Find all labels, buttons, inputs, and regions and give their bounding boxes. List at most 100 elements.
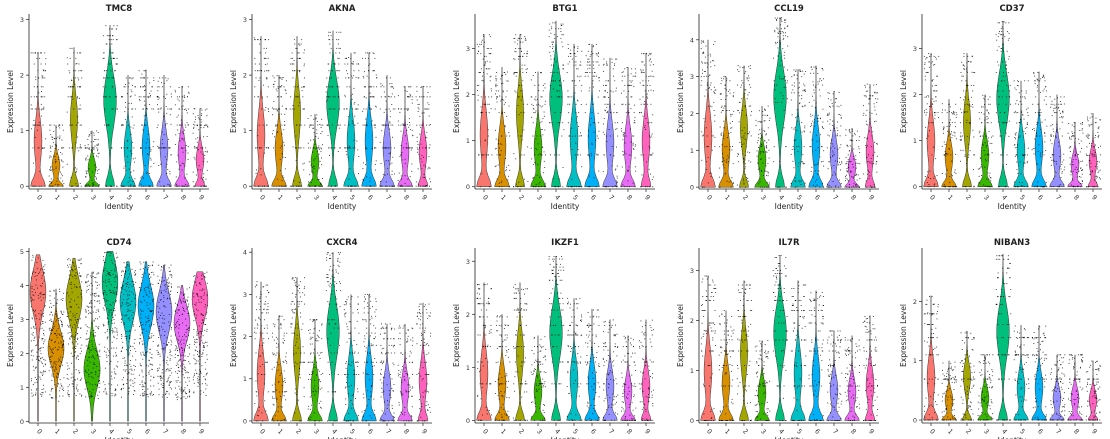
jitter-point [986, 109, 988, 111]
jitter-point [1050, 186, 1052, 188]
jitter-point [1023, 162, 1025, 164]
jitter-point [35, 309, 36, 311]
jitter-point [750, 86, 752, 88]
jitter-point [320, 183, 322, 185]
jitter-points-1 [941, 103, 958, 188]
jitter-point [187, 86, 189, 88]
jitter-point [538, 103, 540, 105]
jitter-point [1054, 175, 1056, 177]
jitter-point [418, 103, 420, 105]
x-axis-title: Identity [105, 202, 134, 211]
jitter-point [31, 291, 33, 293]
jitter-point [706, 161, 707, 163]
jitter-point [61, 139, 63, 141]
jitter-point [823, 186, 825, 188]
jitter-point [200, 151, 202, 153]
jitter-point [368, 86, 370, 88]
jitter-point [405, 185, 407, 187]
x-axis-title: Identity [775, 202, 804, 211]
jitter-point [632, 182, 634, 184]
jitter-point [409, 129, 411, 131]
jitter-point [573, 47, 575, 49]
jitter-point [944, 151, 946, 153]
jitter-point [79, 86, 80, 88]
jitter-point [520, 55, 521, 57]
jitter-point [282, 175, 284, 177]
jitter-point [1099, 119, 1101, 121]
jitter-point [537, 98, 538, 100]
jitter-point [276, 75, 278, 77]
jitter-point [97, 173, 99, 174]
jitter-point [933, 177, 935, 179]
jitter-point [987, 153, 989, 155]
jitter-point [140, 177, 142, 179]
jitter-point [503, 99, 505, 101]
jitter-point [948, 103, 950, 105]
jitter-point [873, 103, 875, 105]
jitter-point [1037, 72, 1039, 73]
jitter-point [55, 321, 57, 323]
jitter-point [97, 152, 99, 154]
jitter-point [923, 68, 925, 70]
jitter-point [1055, 161, 1057, 162]
jitter-point [821, 146, 823, 148]
jitter-point [353, 103, 355, 105]
x-tick-label: 5 [348, 193, 357, 202]
jitter-point [316, 155, 318, 157]
jitter-point [39, 271, 41, 273]
jitter-point [1044, 133, 1046, 134]
jitter-point [1075, 148, 1076, 150]
jitter-point [974, 154, 976, 156]
jitter-point [1094, 179, 1095, 181]
jitter-point [758, 133, 760, 135]
jitter-points-8 [397, 86, 414, 187]
jitter-point [1035, 112, 1036, 114]
jitter-point [720, 111, 722, 113]
jitter-point [43, 69, 45, 71]
jitter-point [336, 70, 338, 72]
jitter-point [596, 154, 598, 156]
jitter-point [845, 163, 847, 165]
jitter-point [792, 146, 794, 148]
jitter-point [320, 151, 322, 153]
jitter-point [33, 162, 34, 164]
jitter-point [599, 90, 600, 92]
jitter-point [284, 124, 285, 126]
jitter-point [809, 126, 811, 127]
violin-9 [640, 53, 652, 187]
jitter-point [79, 52, 81, 54]
jitter-point [178, 168, 180, 170]
jitter-point [1040, 186, 1042, 188]
jitter-point [204, 124, 206, 126]
jitter-point [506, 90, 508, 92]
jitter-point [174, 144, 176, 145]
jitter-point [760, 121, 762, 123]
jitter-point [984, 185, 986, 187]
jitter-point [370, 96, 372, 98]
jitter-point [292, 70, 294, 72]
jitter-point [293, 108, 295, 110]
jitter-point [420, 158, 422, 160]
jitter-point [969, 123, 971, 125]
jitter-point [75, 57, 77, 59]
jitter-point [551, 122, 553, 124]
jitter-point [182, 137, 184, 139]
jitter-point [483, 35, 485, 37]
jitter-point [284, 157, 286, 158]
jitter-point [1014, 133, 1016, 135]
jitter-point [41, 327, 43, 329]
jitter-point [984, 99, 986, 100]
jitter-point [804, 131, 805, 133]
jitter-point [966, 69, 968, 71]
jitter-point [277, 124, 278, 126]
jitter-point [401, 152, 403, 154]
jitter-point [934, 183, 936, 185]
jitter-point [850, 170, 851, 172]
jitter-point [257, 147, 258, 149]
jitter-point [643, 64, 645, 66]
jitter-point [254, 96, 256, 98]
jitter-point [810, 171, 812, 172]
jitter-point [849, 145, 851, 147]
jitter-point [1094, 166, 1096, 168]
jitter-point [36, 262, 38, 264]
